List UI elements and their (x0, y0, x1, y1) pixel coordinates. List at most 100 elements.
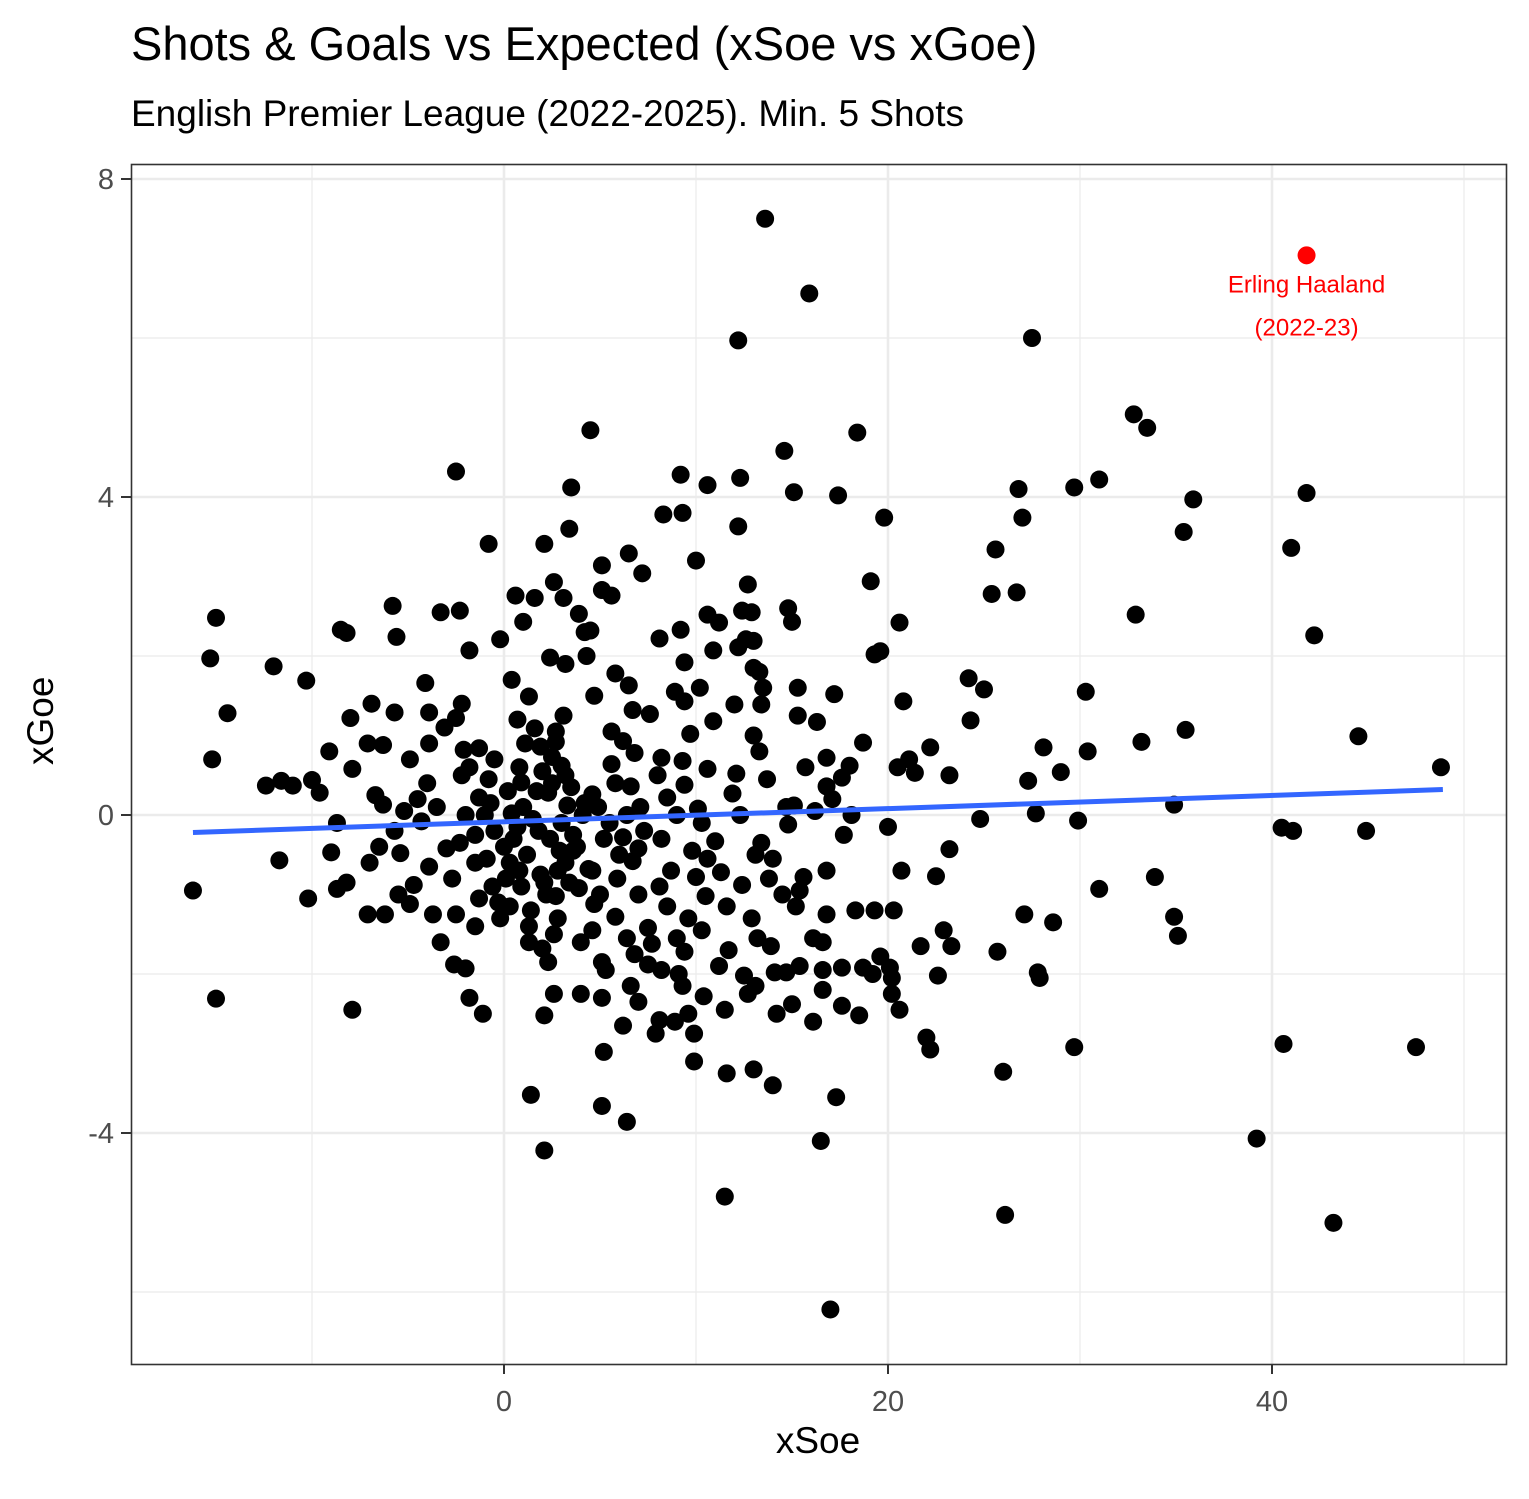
data-point (470, 889, 489, 908)
data-point (420, 734, 439, 753)
data-point (447, 905, 465, 924)
data-point (560, 873, 579, 892)
data-point (692, 813, 711, 832)
data-point (1165, 907, 1184, 926)
data-point (427, 798, 446, 817)
data-point (631, 798, 650, 817)
data-point (1090, 470, 1109, 489)
data-point (256, 776, 275, 795)
data-point (537, 885, 556, 904)
data-point (533, 762, 552, 781)
data-point (811, 1131, 830, 1150)
data-point (583, 861, 602, 880)
data-point (690, 678, 709, 697)
data-point (719, 941, 738, 960)
data-point (483, 877, 502, 896)
data-point (594, 1042, 613, 1061)
x-tick-label: 20 (872, 1386, 904, 1418)
data-point (621, 777, 640, 796)
data-point (617, 1112, 636, 1131)
data-point (558, 796, 577, 815)
data-point (606, 664, 625, 683)
data-point (543, 774, 561, 793)
data-point (1076, 682, 1095, 701)
data-point (796, 758, 815, 777)
data-point (610, 845, 629, 864)
data-point (685, 1024, 704, 1043)
data-point (1176, 720, 1195, 739)
data-point (710, 957, 729, 976)
data-point (619, 676, 638, 695)
data-point (571, 984, 590, 1003)
data-point (750, 742, 769, 761)
data-point (813, 933, 832, 952)
data-point (581, 621, 600, 640)
data-point (343, 1000, 362, 1019)
data-point (892, 861, 911, 880)
x-tick-label: 40 (1256, 1386, 1288, 1418)
data-point (608, 869, 627, 888)
data-point (416, 674, 435, 693)
data-point (531, 737, 550, 756)
data-point (625, 945, 644, 964)
data-point (541, 648, 560, 667)
data-point (827, 1088, 846, 1107)
data-point (535, 1141, 554, 1160)
data-point (583, 921, 602, 940)
data-point (813, 980, 832, 999)
data-point (320, 742, 339, 761)
data-point (671, 620, 690, 639)
data-point (648, 766, 667, 785)
data-point (629, 885, 648, 904)
data-point (527, 782, 546, 801)
data-point (759, 869, 778, 888)
data-point (633, 564, 652, 583)
data-point (489, 893, 508, 912)
data-point (729, 331, 748, 350)
data-point (548, 909, 567, 928)
data-point (544, 573, 563, 592)
data-point (203, 750, 222, 769)
data-point (1247, 1129, 1266, 1148)
data-point (1015, 905, 1034, 924)
data-point (218, 704, 237, 723)
highlight-point-haaland (1297, 246, 1316, 265)
data-point (1282, 538, 1301, 557)
data-point (761, 937, 780, 956)
data-point (934, 921, 953, 940)
data-point (531, 865, 550, 884)
data-point (535, 1006, 554, 1025)
data-point (825, 685, 844, 704)
data-point (571, 933, 590, 952)
data-point (727, 764, 746, 783)
data-point (521, 901, 540, 920)
data-point (1009, 480, 1028, 499)
data-point (391, 844, 410, 863)
data-point (512, 773, 531, 792)
data-point (456, 806, 475, 824)
data-point (452, 766, 471, 785)
data-point (879, 817, 897, 836)
data-point (519, 933, 538, 952)
data-point (589, 798, 608, 817)
data-point (698, 476, 717, 495)
data-point (832, 768, 851, 787)
data-point (646, 1024, 665, 1043)
data-point (1168, 926, 1187, 945)
data-point (519, 917, 538, 936)
data-point (395, 802, 414, 821)
data-point (673, 751, 692, 770)
data-point (491, 630, 510, 649)
data-point (665, 1012, 684, 1031)
data-point (773, 885, 792, 904)
data-point (832, 996, 851, 1015)
data-point (671, 465, 690, 484)
data-point (767, 1004, 786, 1023)
data-point (710, 613, 729, 632)
data-point (1124, 405, 1143, 424)
data-point (207, 989, 225, 1008)
data-point (667, 929, 686, 948)
data-point (374, 795, 393, 814)
x-tick-label: 0 (496, 1386, 512, 1418)
data-point (848, 423, 867, 442)
